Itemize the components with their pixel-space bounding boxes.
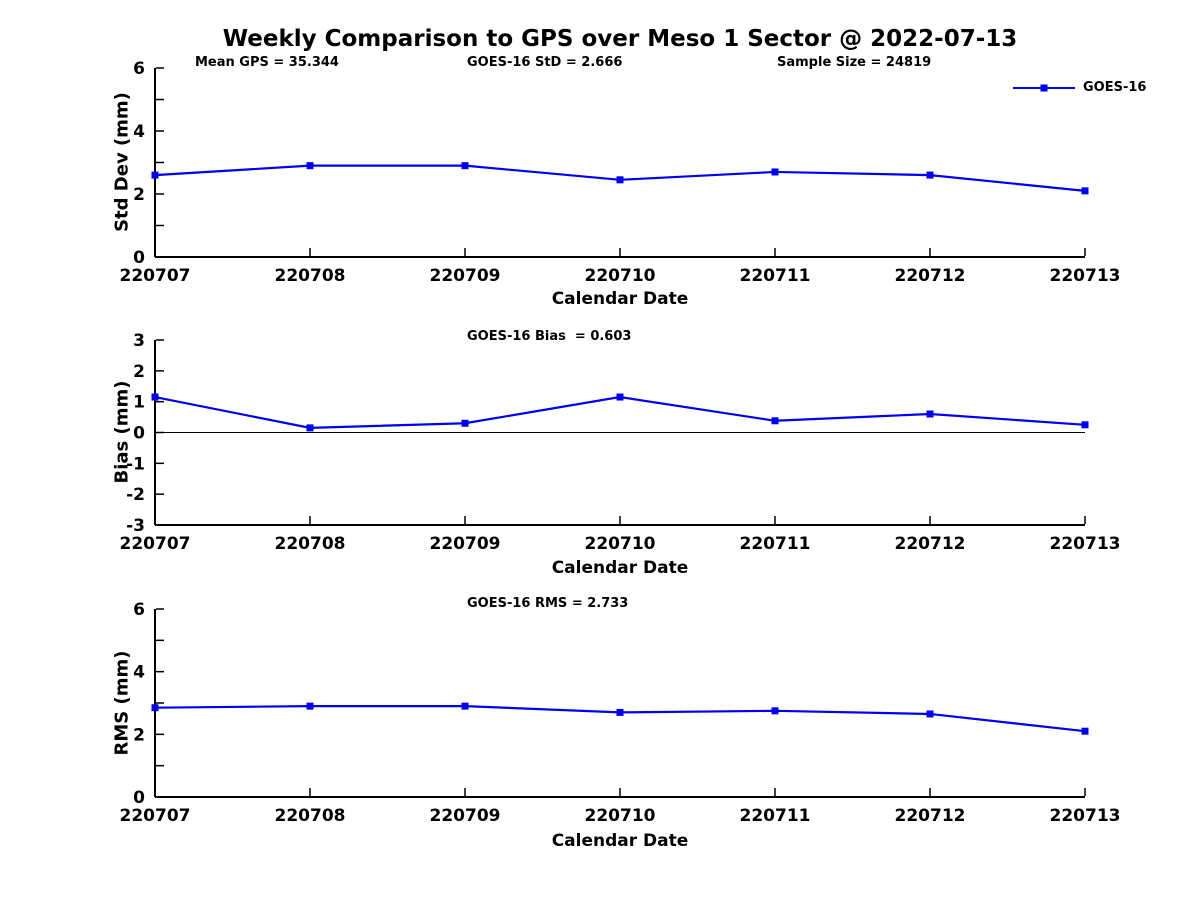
y-tick-label: 4 xyxy=(133,122,145,142)
x-tick-label: 220708 xyxy=(275,534,346,554)
data-point-marker xyxy=(771,417,779,425)
x-tick-label: 220711 xyxy=(740,266,811,286)
subplot2-title: GOES-16 Bias = 0.603 xyxy=(467,329,632,344)
x-tick-label: 220712 xyxy=(895,806,966,826)
data-point-marker xyxy=(616,708,624,716)
data-point-marker xyxy=(306,424,314,432)
y-tick-label: 6 xyxy=(133,600,145,620)
x-tick-label: 220713 xyxy=(1050,534,1121,554)
subplot2-xlabel: Calendar Date xyxy=(551,558,689,578)
x-tick-label: 220710 xyxy=(585,534,656,554)
x-tick-label: 220711 xyxy=(740,806,811,826)
data-point-marker xyxy=(616,393,624,401)
x-tick-label: 220707 xyxy=(120,806,191,826)
subplot1-ylabel: Std Dev (mm) xyxy=(111,92,133,232)
x-tick-label: 220707 xyxy=(120,534,191,554)
x-tick-label: 220710 xyxy=(585,806,656,826)
data-point-marker xyxy=(1081,727,1089,735)
legend-label: GOES-16 xyxy=(1083,80,1147,95)
y-tick-label: -3 xyxy=(126,516,145,536)
annotation-goes16-std: GOES-16 StD = 2.666 xyxy=(467,55,623,70)
y-tick-label: 4 xyxy=(133,663,145,683)
subplot3-xlabel: Calendar Date xyxy=(551,831,689,851)
y-tick-label: 2 xyxy=(133,725,145,745)
x-tick-label: 220709 xyxy=(430,534,501,554)
subplot1-xlabel: Calendar Date xyxy=(551,289,689,309)
x-tick-label: 220711 xyxy=(740,534,811,554)
data-point-marker xyxy=(1081,187,1089,195)
y-tick-label: 2 xyxy=(133,185,145,205)
legend-line-sample xyxy=(1013,84,1075,91)
x-tick-label: 220708 xyxy=(275,806,346,826)
annotation-sample-size: Sample Size = 24819 xyxy=(777,55,932,70)
x-tick-label: 220713 xyxy=(1050,806,1121,826)
data-point-marker xyxy=(616,176,624,184)
y-tick-label: -1 xyxy=(126,454,145,474)
subplot3-ylabel: RMS (mm) xyxy=(111,650,133,756)
subplot2-plot-area: -3 -2 -1 0 1 2 3 220707 220708 220709 220710 220711… xyxy=(120,331,1121,554)
x-tick-label: 220713 xyxy=(1050,266,1121,286)
y-tick-label: 3 xyxy=(133,331,145,351)
figure-title: Weekly Comparison to GPS over Meso 1 Sec… xyxy=(222,26,1018,52)
legend: GOES-16 xyxy=(1013,80,1146,95)
series-line xyxy=(154,395,1086,429)
x-tick-label: 220707 xyxy=(120,266,191,286)
data-point-marker xyxy=(306,162,314,170)
data-point-marker xyxy=(151,393,159,401)
y-tick-label: 1 xyxy=(133,393,145,413)
subplot3-plot-area: 0 2 4 6 220707 220708 220709 220710 220711 220712… xyxy=(120,600,1121,826)
data-point-marker xyxy=(926,710,934,718)
data-point-marker xyxy=(461,702,469,710)
data-point-marker xyxy=(771,168,779,176)
data-point-marker xyxy=(461,419,469,427)
annotation-mean-gps: Mean GPS = 35.344 xyxy=(195,55,339,70)
x-tick-label: 220712 xyxy=(895,266,966,286)
x-tick-label: 220709 xyxy=(430,266,501,286)
data-point-marker xyxy=(926,171,934,179)
subplot1-plot-area: 0 2 4 6 220707 220708 220709 220710 220711 220712… xyxy=(120,59,1121,286)
x-tick-label: 220709 xyxy=(430,806,501,826)
data-point-marker xyxy=(306,702,314,710)
y-tick-label: 0 xyxy=(133,248,145,268)
data-point-marker xyxy=(151,171,159,179)
data-point-marker xyxy=(771,707,779,715)
x-tick-label: 220710 xyxy=(585,266,656,286)
data-point-marker xyxy=(461,162,469,170)
data-point-marker xyxy=(1081,421,1089,429)
y-tick-label: 0 xyxy=(133,424,145,444)
legend-marker xyxy=(1040,84,1048,91)
y-tick-label: 0 xyxy=(133,788,145,808)
y-tick-label: 2 xyxy=(133,362,145,382)
y-tick-label: -2 xyxy=(126,485,145,505)
x-tick-label: 220708 xyxy=(275,266,346,286)
subplot3-title: GOES-16 RMS = 2.733 xyxy=(467,596,629,611)
y-tick-label: 6 xyxy=(133,59,145,79)
data-point-marker xyxy=(151,704,159,712)
data-point-marker xyxy=(926,410,934,418)
x-tick-label: 220712 xyxy=(895,534,966,554)
